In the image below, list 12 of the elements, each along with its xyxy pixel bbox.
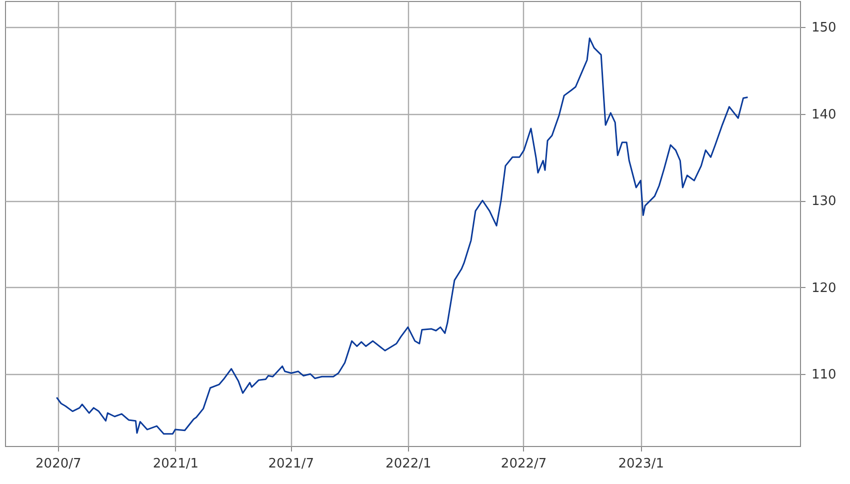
line-series bbox=[56, 38, 748, 435]
x-tick-label: 2021/7 bbox=[268, 456, 314, 472]
y-tick-label: 120 bbox=[812, 280, 836, 296]
y-tick-label: 110 bbox=[812, 368, 836, 382]
x-tick-label: 2021/1 bbox=[152, 456, 199, 472]
x-tick-label: 2020/7 bbox=[36, 456, 82, 472]
y-tick-label: 140 bbox=[812, 107, 836, 122]
x-tick-label: 2022/1 bbox=[386, 456, 432, 472]
x-tick-label: 2022/7 bbox=[500, 456, 547, 472]
x-tick-label: 2023/1 bbox=[618, 456, 664, 472]
y-tick-label: 150 bbox=[812, 20, 836, 36]
y-tick-label: 130 bbox=[812, 194, 836, 210]
